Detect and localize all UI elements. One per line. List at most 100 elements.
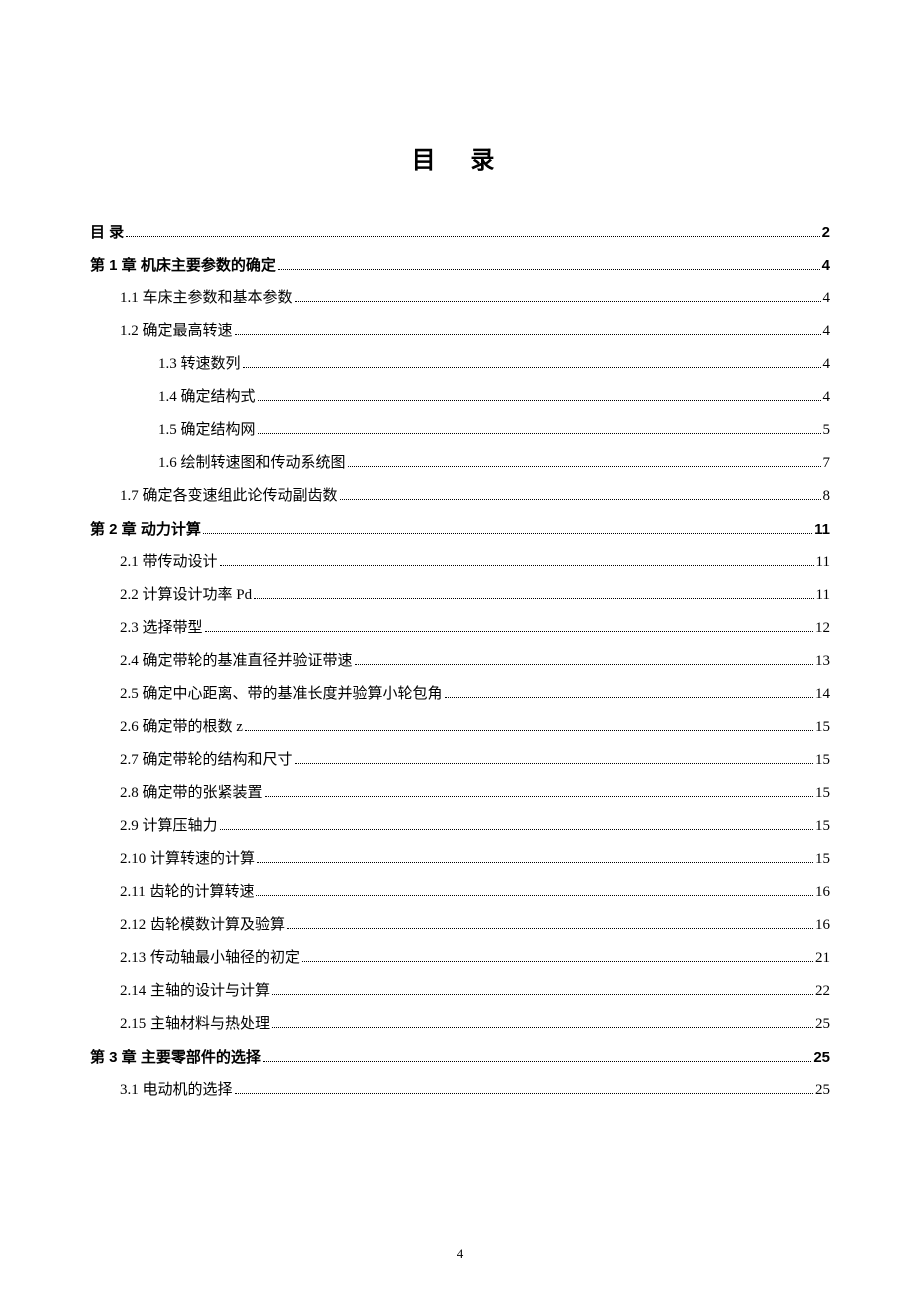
toc-entry[interactable]: 2.4 确定带轮的基准直径并验证带速13 xyxy=(90,654,830,669)
leader-dots xyxy=(355,655,813,665)
toc-entry-label: 1.1 车床主参数和基本参数 xyxy=(120,291,293,306)
toc-entry-page: 15 xyxy=(815,786,830,801)
toc-entry-label: 2.8 确定带的张紧装置 xyxy=(120,786,263,801)
leader-dots xyxy=(243,358,821,368)
toc-entry-page: 25 xyxy=(813,1050,830,1065)
toc-entry-page: 15 xyxy=(815,852,830,867)
toc-entry-label: 2.3 选择带型 xyxy=(120,621,203,636)
toc-entry-page: 16 xyxy=(815,885,830,900)
leader-dots xyxy=(278,260,820,270)
toc-entry-label: 1.7 确定各变速组此论传动副齿数 xyxy=(120,489,338,504)
toc-entry[interactable]: 2.11 齿轮的计算转速 16 xyxy=(90,885,830,900)
toc-entry-label: 3.1 电动机的选择 xyxy=(120,1083,233,1098)
leader-dots xyxy=(257,853,813,863)
toc-entry-label: 第 3 章 主要零部件的选择 xyxy=(90,1050,261,1065)
leader-dots xyxy=(272,985,813,995)
toc-entry[interactable]: 2.2 计算设计功率 Pd 11 xyxy=(90,588,830,603)
leader-dots xyxy=(258,424,821,434)
toc-entry[interactable]: 目 录 2 xyxy=(90,225,830,240)
toc-entry[interactable]: 2.1 带传动设计 11 xyxy=(90,555,830,570)
toc-entry[interactable]: 1.4 确定结构式 4 xyxy=(90,390,830,405)
leader-dots xyxy=(295,754,813,764)
toc-entry[interactable]: 2.8 确定带的张紧装置 15 xyxy=(90,786,830,801)
toc-entry[interactable]: 2.9 计算压轴力15 xyxy=(90,819,830,834)
page-title: 目 录 xyxy=(90,140,830,175)
toc-entry-label: 2.15 主轴材料与热处理 xyxy=(120,1017,270,1032)
toc-entry[interactable]: 2.10 计算转速的计算 15 xyxy=(90,852,830,867)
toc-entry-label: 2.2 计算设计功率 Pd xyxy=(120,588,252,603)
toc-entry-page: 22 xyxy=(815,984,830,999)
toc-entry-page: 21 xyxy=(815,951,830,966)
toc-entry-page: 16 xyxy=(815,918,830,933)
toc-entry[interactable]: 2.12 齿轮模数计算及验算 16 xyxy=(90,918,830,933)
toc-entry[interactable]: 第 3 章 主要零部件的选择 25 xyxy=(90,1050,830,1065)
toc-entry[interactable]: 1.7 确定各变速组此论传动副齿数 8 xyxy=(90,489,830,504)
toc-entry-label: 第 2 章 动力计算 xyxy=(90,522,201,537)
leader-dots xyxy=(295,292,821,302)
leader-dots xyxy=(245,721,813,731)
toc-entry-page: 4 xyxy=(823,324,831,339)
toc-entry[interactable]: 3.1 电动机的选择 25 xyxy=(90,1083,830,1098)
leader-dots xyxy=(258,391,821,401)
toc-entry-page: 15 xyxy=(815,819,830,834)
toc-entry-label: 2.1 带传动设计 xyxy=(120,555,218,570)
toc-entry-page: 11 xyxy=(814,522,830,537)
toc-entry-page: 11 xyxy=(816,588,830,603)
toc-entry[interactable]: 第 1 章 机床主要参数的确定 4 xyxy=(90,258,830,273)
toc-entry[interactable]: 1.6 绘制转速图和传动系统图 7 xyxy=(90,456,830,471)
toc-entry-page: 25 xyxy=(815,1017,830,1032)
page-number: 4 xyxy=(0,1246,920,1262)
toc-entry-page: 4 xyxy=(822,258,830,273)
toc-entry-page: 2 xyxy=(822,225,830,240)
toc-entry-page: 11 xyxy=(816,555,830,570)
leader-dots xyxy=(203,524,812,534)
toc-entry-label: 1.6 绘制转速图和传动系统图 xyxy=(158,456,346,471)
toc-entry-page: 4 xyxy=(823,291,831,306)
leader-dots xyxy=(126,227,819,237)
toc-entry[interactable]: 1.5 确定结构网 5 xyxy=(90,423,830,438)
toc-entry-label: 2.12 齿轮模数计算及验算 xyxy=(120,918,285,933)
toc-entry-page: 4 xyxy=(823,357,831,372)
toc-entry-page: 12 xyxy=(815,621,830,636)
toc-entry[interactable]: 1.3 转速数列 4 xyxy=(90,357,830,372)
leader-dots xyxy=(235,325,821,335)
toc-entry-label: 2.14 主轴的设计与计算 xyxy=(120,984,270,999)
toc-entry-label: 目 录 xyxy=(90,225,124,240)
leader-dots xyxy=(220,820,813,830)
toc-entry[interactable]: 1.2 确定最高转速4 xyxy=(90,324,830,339)
leader-dots xyxy=(263,1052,811,1062)
toc-entry-label: 2.11 齿轮的计算转速 xyxy=(120,885,254,900)
toc-entry-page: 8 xyxy=(823,489,831,504)
toc-entry[interactable]: 2.13 传动轴最小轴径的初定21 xyxy=(90,951,830,966)
table-of-contents: 目 录2第 1 章 机床主要参数的确定41.1 车床主参数和基本参数41.2 确… xyxy=(90,225,830,1098)
toc-entry-page: 4 xyxy=(823,390,831,405)
toc-entry[interactable]: 2.3 选择带型 12 xyxy=(90,621,830,636)
leader-dots xyxy=(445,688,813,698)
leader-dots xyxy=(235,1084,813,1094)
toc-entry-page: 14 xyxy=(815,687,830,702)
leader-dots xyxy=(256,886,813,896)
toc-entry-page: 25 xyxy=(815,1083,830,1098)
toc-entry-label: 2.5 确定中心距离、带的基准长度并验算小轮包角 xyxy=(120,687,443,702)
toc-entry[interactable]: 2.14 主轴的设计与计算 22 xyxy=(90,984,830,999)
toc-entry-page: 15 xyxy=(815,720,830,735)
toc-entry-label: 2.10 计算转速的计算 xyxy=(120,852,255,867)
toc-entry-label: 2.4 确定带轮的基准直径并验证带速 xyxy=(120,654,353,669)
toc-entry-label: 1.5 确定结构网 xyxy=(158,423,256,438)
toc-entry[interactable]: 2.7 确定带轮的结构和尺寸15 xyxy=(90,753,830,768)
toc-entry-label: 2.7 确定带轮的结构和尺寸 xyxy=(120,753,293,768)
toc-entry-label: 2.6 确定带的根数 z xyxy=(120,720,243,735)
toc-entry-label: 1.3 转速数列 xyxy=(158,357,241,372)
leader-dots xyxy=(287,919,813,929)
toc-entry[interactable]: 2.6 确定带的根数 z 15 xyxy=(90,720,830,735)
toc-entry-page: 5 xyxy=(823,423,831,438)
toc-entry-page: 7 xyxy=(823,456,831,471)
toc-entry[interactable]: 第 2 章 动力计算 11 xyxy=(90,522,830,537)
toc-entry[interactable]: 1.1 车床主参数和基本参数 4 xyxy=(90,291,830,306)
toc-entry[interactable]: 2.5 确定中心距离、带的基准长度并验算小轮包角 14 xyxy=(90,687,830,702)
leader-dots xyxy=(302,952,813,962)
leader-dots xyxy=(220,556,814,566)
toc-entry-label: 1.4 确定结构式 xyxy=(158,390,256,405)
toc-entry[interactable]: 2.15 主轴材料与热处理 25 xyxy=(90,1017,830,1032)
toc-entry-label: 第 1 章 机床主要参数的确定 xyxy=(90,258,276,273)
